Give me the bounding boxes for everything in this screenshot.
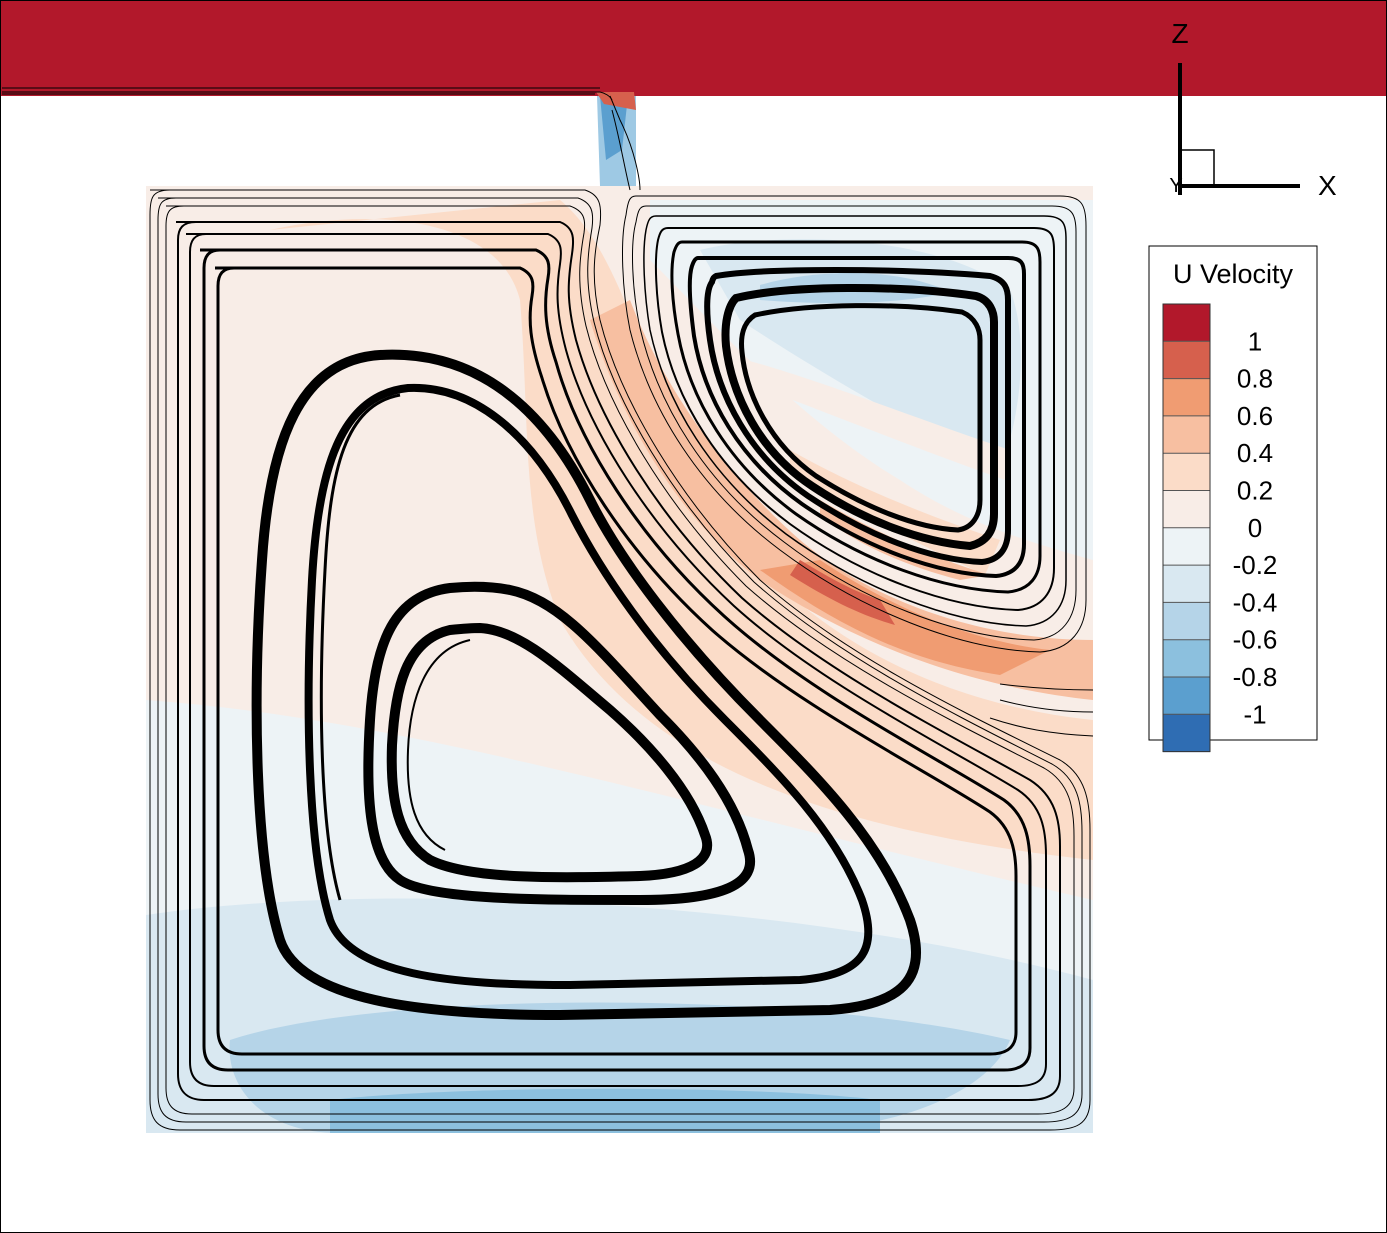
legend-level-label: -0.8 [1233, 662, 1278, 692]
legend-swatch [1163, 677, 1210, 715]
legend-swatch [1163, 602, 1210, 641]
legend-swatch [1163, 490, 1210, 529]
legend-swatch [1163, 415, 1210, 454]
legend-level-label: 0.4 [1237, 438, 1273, 468]
legend-level-label: 0.8 [1237, 364, 1273, 394]
streamlines [2, 87, 1094, 1131]
legend-swatch [1163, 714, 1210, 753]
legend-level-label: -1 [1243, 699, 1266, 729]
axes-triad: Z X Y [1169, 18, 1337, 201]
legend-level-label: 0.2 [1237, 476, 1273, 506]
legend-swatch [1163, 527, 1210, 566]
lid-region [1, 1, 1386, 96]
legend-swatch [1163, 639, 1210, 678]
inlet-slot [596, 92, 636, 186]
legend-level-label: 1 [1248, 326, 1262, 356]
legend-swatch [1163, 341, 1210, 380]
legend-level-label: 0 [1248, 513, 1262, 543]
legend-colorbar-outline [1162, 303, 1211, 753]
legend-swatches: 1 0.8 0.6 0.4 0.2 0 -0.2 -0.4 -0.6 -0.8 -1 [1162, 303, 1278, 753]
legend-swatch [1163, 304, 1210, 342]
cavity-contour-field [146, 186, 1093, 1133]
legend-swatch [1163, 453, 1210, 491]
y-axis-label: Y [1169, 175, 1182, 197]
legend-level-label: -0.4 [1233, 587, 1278, 617]
x-axis-label: X [1318, 170, 1337, 201]
legend-swatch [1163, 565, 1210, 603]
legend-level-label: -0.2 [1233, 550, 1278, 580]
legend-level-label: 0.6 [1237, 401, 1273, 431]
legend-title: U Velocity [1173, 259, 1294, 289]
u-velocity-legend: U Velocity 1 0.8 0.6 0.4 0.2 0 -0.2 -0.4 -0.6 -0.… [1148, 245, 1318, 753]
z-axis-label: Z [1171, 18, 1188, 49]
legend-level-label: -0.6 [1233, 625, 1278, 655]
legend-swatch [1163, 378, 1210, 417]
